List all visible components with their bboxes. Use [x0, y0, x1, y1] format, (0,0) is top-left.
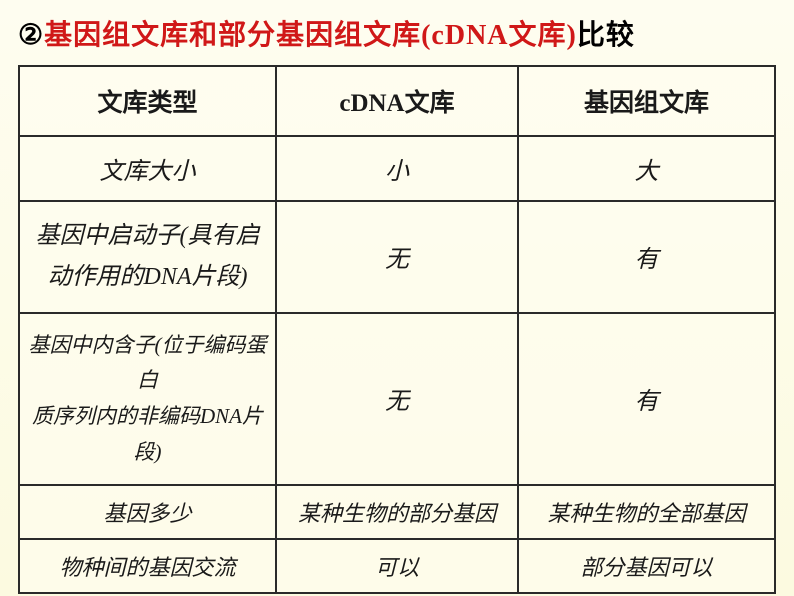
row3-cdna: 无	[276, 313, 518, 486]
row3-genomic: 有	[518, 313, 775, 486]
row5-genomic: 部分基因可以	[518, 539, 775, 593]
row3-label: 基因中内含子(位于编码蛋白 质序列内的非编码DNA片段)	[19, 313, 276, 486]
row5-label: 物种间的基因交流	[19, 539, 276, 593]
row4-cdna: 某种生物的部分基因	[276, 485, 518, 539]
header-col3: 基因组文库	[518, 66, 775, 136]
row3-label-line1: 基因中内含子(位于编码蛋白	[28, 328, 267, 399]
row1-label: 文库大小	[19, 136, 276, 201]
row4-label: 基因多少	[19, 485, 276, 539]
header-col2: cDNA文库	[276, 66, 518, 136]
row4-genomic: 某种生物的全部基因	[518, 485, 775, 539]
title-black-text: 比较	[577, 20, 635, 51]
table-header-row: 文库类型 cDNA文库 基因组文库	[19, 66, 775, 136]
table-row: 文库大小 小 大	[19, 136, 775, 201]
row1-cdna: 小	[276, 136, 518, 201]
header-col1: 文库类型	[19, 66, 276, 136]
comparison-table: 文库类型 cDNA文库 基因组文库 文库大小 小 大 基因中启动子(具有启 动作…	[18, 65, 776, 594]
row5-cdna: 可以	[276, 539, 518, 593]
table-row: 物种间的基因交流 可以 部分基因可以	[19, 539, 775, 593]
row3-label-line2: 质序列内的非编码DNA片段)	[28, 399, 267, 470]
table-row: 基因中内含子(位于编码蛋白 质序列内的非编码DNA片段) 无 有	[19, 313, 775, 486]
comparison-table-wrap: 文库类型 cDNA文库 基因组文库 文库大小 小 大 基因中启动子(具有启 动作…	[10, 65, 784, 594]
row1-genomic: 大	[518, 136, 775, 201]
row2-label: 基因中启动子(具有启 动作用的DNA片段)	[19, 201, 276, 313]
row2-cdna: 无	[276, 201, 518, 313]
title-red-text: 基因组文库和部分基因组文库(cDNA文库)	[44, 20, 577, 51]
table-row: 基因多少 某种生物的部分基因 某种生物的全部基因	[19, 485, 775, 539]
title-number: ②	[18, 19, 44, 50]
row2-genomic: 有	[518, 201, 775, 313]
table-row: 基因中启动子(具有启 动作用的DNA片段) 无 有	[19, 201, 775, 313]
page-title: ②基因组文库和部分基因组文库(cDNA文库)比较	[10, 5, 784, 65]
row2-label-line1: 基因中启动子(具有启	[28, 216, 267, 257]
row2-label-line2: 动作用的DNA片段)	[28, 257, 267, 298]
